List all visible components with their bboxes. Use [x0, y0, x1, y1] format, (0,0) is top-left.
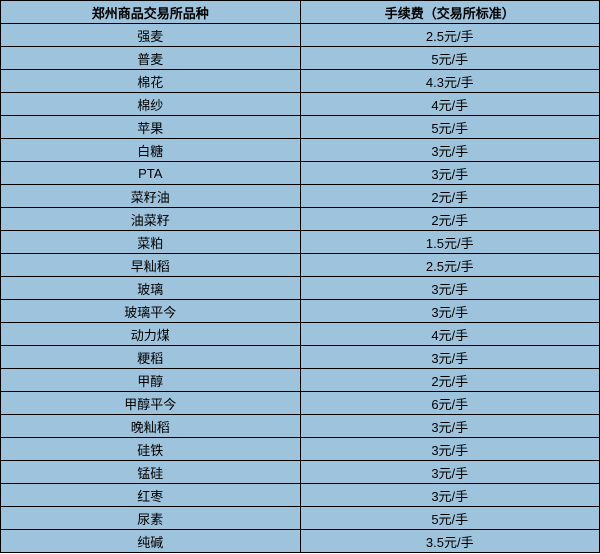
cell-product: 油菜籽 — [1, 208, 301, 231]
table-row: 棉花4.3元/手 — [1, 70, 600, 93]
cell-product: 棉花 — [1, 70, 301, 93]
cell-product: 苹果 — [1, 116, 301, 139]
cell-product: 甲醇 — [1, 369, 301, 392]
cell-fee: 2元/手 — [300, 208, 600, 231]
cell-fee: 1.5元/手 — [300, 231, 600, 254]
table-row: 玻璃平今3元/手 — [1, 300, 600, 323]
cell-fee: 5元/手 — [300, 116, 600, 139]
cell-fee: 4.3元/手 — [300, 70, 600, 93]
cell-product: 菜粕 — [1, 231, 301, 254]
cell-product: 强麦 — [1, 24, 301, 47]
cell-product: 白糖 — [1, 139, 301, 162]
cell-fee: 3元/手 — [300, 438, 600, 461]
cell-fee: 3元/手 — [300, 162, 600, 185]
table-row: 菜粕1.5元/手 — [1, 231, 600, 254]
table-row: 白糖3元/手 — [1, 139, 600, 162]
fee-table-container: 郑州商品交易所品种 手续费（交易所标准） 强麦2.5元/手普麦5元/手棉花4.3… — [0, 0, 600, 553]
cell-product: 玻璃平今 — [1, 300, 301, 323]
table-row: 苹果5元/手 — [1, 116, 600, 139]
cell-fee: 2.5元/手 — [300, 254, 600, 277]
table-body: 强麦2.5元/手普麦5元/手棉花4.3元/手棉纱4元/手苹果5元/手白糖3元/手… — [1, 24, 600, 553]
cell-product: 玻璃 — [1, 277, 301, 300]
cell-fee: 2元/手 — [300, 185, 600, 208]
cell-fee: 3元/手 — [300, 300, 600, 323]
table-row: 油菜籽2元/手 — [1, 208, 600, 231]
table-row: 粳稻3元/手 — [1, 346, 600, 369]
cell-fee: 3元/手 — [300, 277, 600, 300]
cell-fee: 3元/手 — [300, 346, 600, 369]
cell-fee: 2.5元/手 — [300, 24, 600, 47]
cell-product: 晚籼稻 — [1, 415, 301, 438]
column-header-product: 郑州商品交易所品种 — [1, 1, 301, 24]
cell-fee: 3元/手 — [300, 139, 600, 162]
table-row: 早籼稻2.5元/手 — [1, 254, 600, 277]
cell-product: 硅铁 — [1, 438, 301, 461]
table-row: 红枣3元/手 — [1, 484, 600, 507]
cell-fee: 3元/手 — [300, 415, 600, 438]
table-row: 晚籼稻3元/手 — [1, 415, 600, 438]
cell-product: 锰硅 — [1, 461, 301, 484]
cell-fee: 4元/手 — [300, 93, 600, 116]
table-row: 玻璃3元/手 — [1, 277, 600, 300]
table-row: 动力煤4元/手 — [1, 323, 600, 346]
cell-fee: 3元/手 — [300, 461, 600, 484]
cell-fee: 2元/手 — [300, 369, 600, 392]
table-row: 硅铁3元/手 — [1, 438, 600, 461]
cell-fee: 5元/手 — [300, 47, 600, 70]
column-header-fee: 手续费（交易所标准） — [300, 1, 600, 24]
table-row: 锰硅3元/手 — [1, 461, 600, 484]
cell-product: PTA — [1, 162, 301, 185]
table-row: 甲醇平今6元/手 — [1, 392, 600, 415]
cell-product: 早籼稻 — [1, 254, 301, 277]
table-row: PTA3元/手 — [1, 162, 600, 185]
cell-product: 红枣 — [1, 484, 301, 507]
cell-product: 菜籽油 — [1, 185, 301, 208]
cell-fee: 5元/手 — [300, 507, 600, 530]
cell-product: 普麦 — [1, 47, 301, 70]
table-row: 棉纱4元/手 — [1, 93, 600, 116]
cell-product: 纯碱 — [1, 530, 301, 553]
table-row: 甲醇2元/手 — [1, 369, 600, 392]
table-row: 普麦5元/手 — [1, 47, 600, 70]
fee-table: 郑州商品交易所品种 手续费（交易所标准） 强麦2.5元/手普麦5元/手棉花4.3… — [0, 0, 600, 553]
cell-fee: 3元/手 — [300, 484, 600, 507]
table-row: 纯碱3.5元/手 — [1, 530, 600, 553]
table-row: 尿素5元/手 — [1, 507, 600, 530]
cell-product: 粳稻 — [1, 346, 301, 369]
cell-fee: 3.5元/手 — [300, 530, 600, 553]
table-row: 菜籽油2元/手 — [1, 185, 600, 208]
cell-fee: 6元/手 — [300, 392, 600, 415]
cell-product: 甲醇平今 — [1, 392, 301, 415]
cell-fee: 4元/手 — [300, 323, 600, 346]
table-header-row: 郑州商品交易所品种 手续费（交易所标准） — [1, 1, 600, 24]
cell-product: 尿素 — [1, 507, 301, 530]
cell-product: 棉纱 — [1, 93, 301, 116]
cell-product: 动力煤 — [1, 323, 301, 346]
table-row: 强麦2.5元/手 — [1, 24, 600, 47]
